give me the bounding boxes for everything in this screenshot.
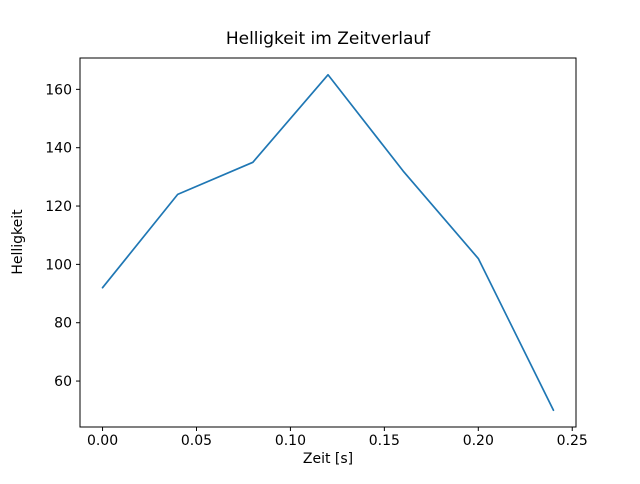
x-tick-label: 0.15 [369,433,400,449]
y-tick-label: 80 [54,316,72,332]
y-axis-label: Helligkeit [10,209,26,275]
plot-area: 0.00 0.05 0.10 0.15 0.20 0.25 60 80 100 120 140 160 [45,57,588,449]
x-tick-label: 0.10 [275,433,306,449]
x-tick-label: 0.25 [557,433,588,449]
y-tick-label: 100 [45,257,72,273]
y-tick-label: 140 [45,141,72,157]
y-tick-label: 120 [45,199,72,215]
x-tick-label: 0.20 [463,433,494,449]
x-tick-label: 0.00 [87,433,118,449]
x-tick-label: 0.05 [181,433,212,449]
chart-title: Helligkeit im Zeitverlauf [226,29,431,49]
axes-spines [79,57,577,428]
x-axis-label: Zeit [s] [303,451,353,467]
line-series [101,73,555,412]
y-tick-label: 160 [45,82,72,98]
y-tick-label: 60 [54,374,72,390]
